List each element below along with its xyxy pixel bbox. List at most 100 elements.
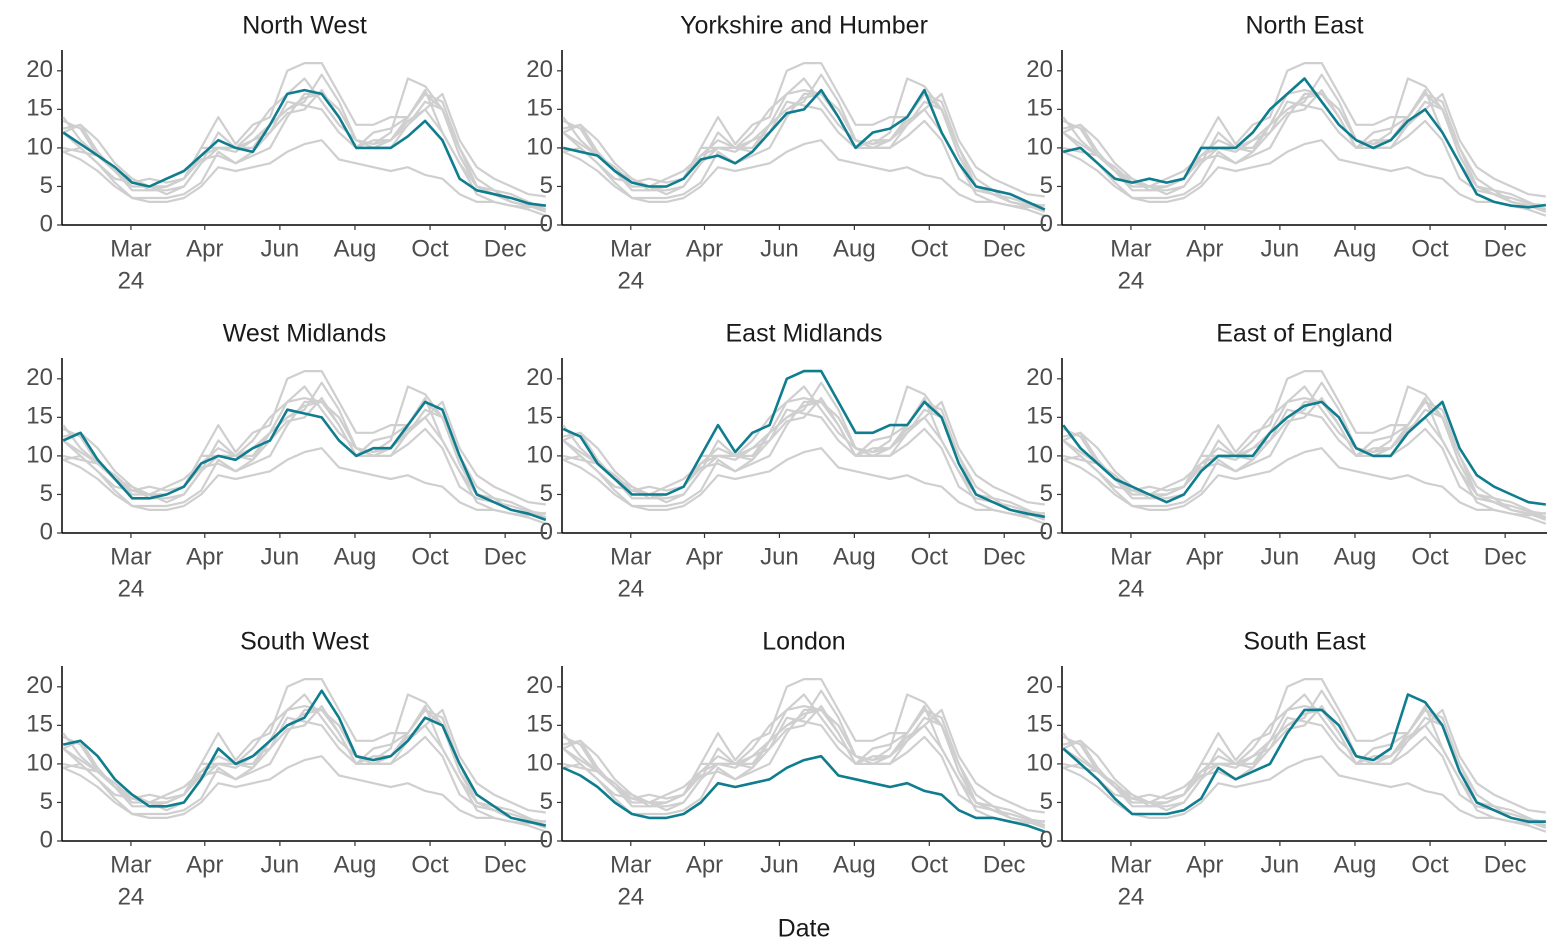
- series-line-other: [562, 77, 1045, 207]
- series-line-other: [62, 400, 546, 506]
- x-tick-label: Dec: [983, 543, 1026, 570]
- series-line-other: [1062, 77, 1546, 207]
- series-line-highlight: [1062, 693, 1546, 823]
- y-tick-label: 10: [26, 749, 53, 776]
- y-tick-label: 10: [26, 133, 53, 160]
- y-tick-label: 10: [1026, 441, 1053, 468]
- x-tick-label: Jun: [1261, 851, 1300, 878]
- x-tick-label: Mar: [610, 851, 651, 878]
- panel-title: East Midlands: [725, 320, 882, 348]
- x-tick-label: Mar: [610, 543, 651, 570]
- x-tick-label: Apr: [1186, 235, 1223, 262]
- y-tick-label: 5: [1040, 172, 1053, 199]
- x-tick-sublabel: 24: [1118, 575, 1145, 602]
- y-tick-label: 5: [40, 172, 53, 199]
- series-line-other: [62, 139, 547, 217]
- series-line-other: [562, 77, 1045, 209]
- y-tick-label: 15: [1026, 403, 1053, 430]
- x-tick-label: Oct: [1411, 235, 1449, 262]
- series-line-highlight: [62, 88, 546, 207]
- x-tick-label: Apr: [1186, 851, 1223, 878]
- panel-title: North East: [1245, 12, 1363, 40]
- x-tick-label: Oct: [411, 851, 449, 878]
- x-tick-label: Mar: [110, 851, 151, 878]
- x-tick-label: Dec: [983, 851, 1026, 878]
- y-tick-label: 5: [540, 788, 553, 815]
- x-tick-label: Mar: [1110, 235, 1151, 262]
- x-tick-label: Jun: [261, 235, 300, 262]
- y-tick-label: 5: [540, 480, 553, 507]
- x-tick-label: Oct: [911, 235, 949, 262]
- series-line-other: [1062, 139, 1547, 217]
- x-tick-label: Aug: [833, 543, 876, 570]
- x-tick-label: Oct: [1411, 851, 1449, 878]
- series-line-other: [62, 89, 547, 211]
- x-tick-label: Aug: [334, 235, 377, 262]
- y-tick-label: 20: [26, 672, 53, 699]
- y-tick-label: 0: [1040, 518, 1053, 545]
- y-tick-label: 10: [526, 749, 553, 776]
- series-line-other: [1062, 92, 1547, 213]
- y-tick-label: 5: [540, 172, 553, 199]
- series-line-other: [1062, 755, 1547, 833]
- x-tick-sublabel: 24: [118, 575, 145, 602]
- y-tick-label: 15: [526, 403, 553, 430]
- series-line-other: [62, 693, 546, 823]
- series-line-other: [562, 447, 1046, 525]
- x-tick-label: Apr: [686, 851, 723, 878]
- series-line-other: [1062, 381, 1547, 519]
- series-line-highlight: [1062, 400, 1546, 506]
- x-tick-label: Apr: [186, 235, 223, 262]
- y-tick-label: 0: [40, 826, 53, 853]
- y-tick-label: 15: [526, 95, 553, 122]
- x-tick-label: Dec: [484, 543, 527, 570]
- x-tick-label: Dec: [1484, 543, 1527, 570]
- x-tick-label: Mar: [110, 235, 151, 262]
- x-tick-label: Jun: [1261, 235, 1300, 262]
- x-tick-sublabel: 24: [617, 267, 644, 294]
- x-tick-label: Aug: [833, 235, 876, 262]
- series-line-other: [562, 708, 1045, 814]
- x-tick-sublabel: 24: [617, 883, 644, 910]
- x-tick-sublabel: 24: [1118, 267, 1145, 294]
- series-line-other: [562, 400, 1046, 521]
- series-line-other: [1062, 397, 1547, 519]
- x-tick-label: Jun: [1261, 543, 1300, 570]
- y-tick-label: 10: [26, 441, 53, 468]
- series-line-other: [562, 385, 1045, 517]
- series-line-other: [62, 385, 546, 517]
- series-line-other: [1062, 385, 1546, 515]
- series-line-other: [1062, 689, 1547, 827]
- series-line-other: [62, 385, 546, 515]
- series-line-other: [1062, 89, 1547, 211]
- y-tick-label: 5: [40, 480, 53, 507]
- x-tick-sublabel: 24: [617, 575, 644, 602]
- y-tick-label: 10: [526, 441, 553, 468]
- x-tick-label: Oct: [411, 543, 449, 570]
- series-line-other: [1062, 708, 1547, 829]
- y-tick-label: 0: [40, 210, 53, 237]
- panel-title: London: [762, 628, 845, 656]
- y-tick-label: 15: [526, 711, 553, 738]
- x-tick-label: Apr: [1186, 543, 1223, 570]
- y-tick-label: 0: [540, 826, 553, 853]
- series-line-other: [62, 708, 546, 814]
- series-line-other: [1062, 693, 1546, 825]
- x-tick-label: Mar: [1110, 851, 1151, 878]
- x-tick-label: Jun: [261, 851, 300, 878]
- series-line-highlight: [562, 369, 1046, 519]
- panel-title: West Midlands: [223, 320, 387, 348]
- x-tick-label: Apr: [686, 543, 723, 570]
- series-line-other: [562, 693, 1045, 823]
- y-tick-label: 5: [40, 788, 53, 815]
- x-tick-label: Jun: [261, 543, 300, 570]
- series-line-other: [62, 693, 546, 825]
- series-line-other: [562, 705, 1046, 827]
- series-line-other: [62, 705, 547, 827]
- series-line-other: [1062, 73, 1547, 211]
- series-line-other: [1062, 447, 1547, 525]
- series-line-other: [1062, 92, 1546, 198]
- y-tick-label: 5: [1040, 788, 1053, 815]
